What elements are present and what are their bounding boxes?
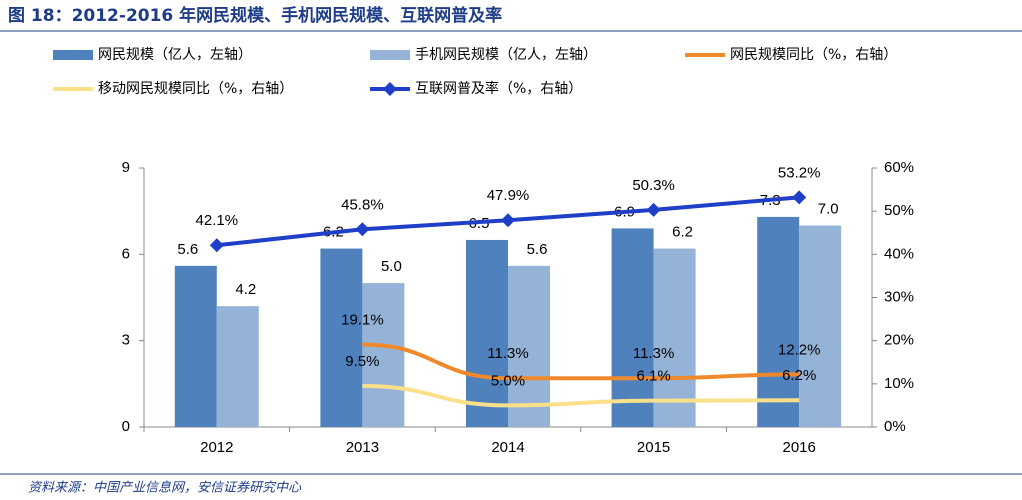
value-label: 11.3% — [487, 345, 528, 362]
value-label: 5.0% — [491, 372, 525, 389]
value-label: 47.9% — [487, 187, 530, 204]
y2-tick-label: 60% — [884, 159, 914, 176]
bar — [757, 216, 800, 427]
legend-label: 移动网民规模同比（%，右轴） — [98, 81, 293, 97]
legend-label: 互联网普及率（%，右轴） — [415, 80, 582, 97]
y2-tick-label: 30% — [884, 288, 914, 305]
legend-label: 网民规模（亿人，左轴） — [98, 47, 252, 63]
bar — [611, 228, 654, 427]
bar — [320, 248, 363, 427]
bar — [508, 265, 550, 427]
source: 资料来源：中国产业信息网，安信证券研究中心 — [28, 480, 302, 496]
y2-tick-label: 0% — [884, 418, 906, 435]
value-label: 9.5% — [345, 353, 379, 370]
point — [355, 222, 370, 237]
value-label: 11.3% — [633, 345, 674, 362]
bar — [216, 306, 259, 427]
y2-tick-label: 10% — [884, 375, 914, 392]
chart-title: 图 18：2012-2016 年网民规模、手机网民规模、互联网普及率 — [8, 5, 502, 26]
value-label: 45.8% — [341, 196, 384, 213]
point — [792, 190, 807, 205]
x-tick-label: 2013 — [346, 439, 379, 456]
value-label: 50.3% — [632, 177, 675, 194]
bar — [362, 283, 405, 427]
bar — [174, 265, 217, 427]
value-label: 7.0 — [818, 201, 839, 218]
y-tick-label: 9 — [122, 159, 130, 176]
legend-swatch — [53, 50, 93, 60]
legend-label: 手机网民规模（亿人，左轴） — [415, 47, 597, 63]
y-tick-label: 3 — [122, 332, 130, 349]
x-tick-label: 2014 — [491, 439, 524, 456]
y-tick-label: 0 — [122, 418, 130, 435]
value-label: 53.2% — [778, 164, 821, 181]
value-label: 6.2 — [672, 224, 693, 241]
value-label: 5.6 — [177, 241, 198, 258]
value-label: 5.6 — [527, 241, 548, 258]
legend-swatch — [370, 50, 410, 60]
value-label: 12.2% — [778, 341, 821, 358]
bar — [653, 248, 696, 427]
point — [501, 213, 515, 228]
y2-tick-label: 40% — [884, 245, 914, 262]
x-tick-label: 2016 — [783, 439, 816, 456]
x-tick-label: 2012 — [200, 439, 233, 456]
value-label: 19.1% — [341, 312, 384, 329]
line — [362, 383, 800, 408]
y2-tick-label: 50% — [884, 202, 914, 219]
legend-label: 网民规模同比（%，右轴） — [730, 47, 897, 63]
value-label: 42.1% — [196, 212, 239, 229]
legend-marker — [383, 82, 397, 96]
y-tick-label: 6 — [122, 245, 130, 262]
value-label: 6.1% — [636, 368, 670, 385]
x-tick-label: 2015 — [637, 439, 670, 456]
bar — [466, 239, 508, 427]
line — [362, 342, 800, 381]
value-label: 6.2% — [782, 367, 816, 384]
value-label: 4.2 — [235, 281, 256, 298]
point — [209, 238, 224, 253]
value-label: 5.0 — [381, 258, 402, 275]
y2-tick-label: 20% — [884, 332, 914, 349]
point — [646, 202, 661, 217]
bar — [799, 225, 842, 427]
